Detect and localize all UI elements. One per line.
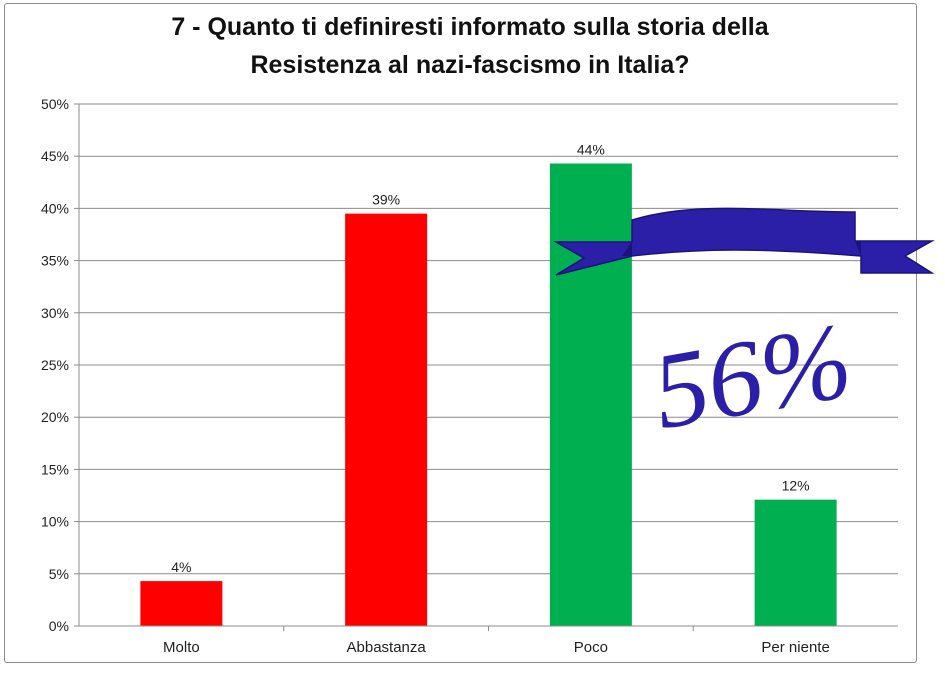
y-tick-label: 15%	[41, 461, 69, 477]
y-tick-label: 5%	[49, 566, 69, 582]
y-tick-label: 10%	[41, 514, 69, 530]
y-tick-label: 50%	[41, 96, 69, 112]
data-label: 4%	[171, 559, 191, 575]
bar-molto	[140, 581, 223, 626]
bar-per-niente	[754, 499, 837, 626]
bar-abbastanza	[345, 213, 428, 626]
ribbon-fold-left	[622, 242, 632, 256]
y-tick-label: 30%	[41, 305, 69, 321]
y-tick-label: 25%	[41, 357, 69, 373]
chart-title: 7 - Quanto ti definiresti informato sull…	[40, 8, 900, 84]
x-axis: Molto Abbastanza Poco Per niente	[79, 625, 898, 656]
data-labels: 4% 39% 44% 12%	[171, 142, 809, 576]
data-label: 39%	[372, 192, 400, 208]
x-tick-label: Per niente	[761, 639, 829, 656]
bars	[140, 163, 837, 626]
bar-poco	[549, 163, 632, 626]
chart-title-line-1: 7 - Quanto ti definiresti informato sull…	[171, 13, 769, 41]
ribbon-fold-right	[855, 241, 861, 256]
chart-title-line-2: Resistenza al nazi-fascismo in Italia?	[250, 51, 690, 79]
annotation-56-percent: 56%	[645, 301, 861, 453]
y-tick-label: 40%	[41, 200, 69, 216]
data-label: 44%	[577, 142, 605, 158]
y-tick-label: 45%	[41, 148, 69, 164]
x-tick-label: Abbastanza	[347, 639, 427, 656]
ribbon-banner	[553, 207, 935, 276]
y-axis: 0% 5% 10% 15% 20% 25% 30% 35% 40% 45% 50%	[41, 96, 80, 634]
x-tick-label: Molto	[163, 639, 200, 656]
x-tick-label: Poco	[574, 639, 608, 656]
y-tick-label: 20%	[41, 409, 69, 425]
y-tick-label: 0%	[49, 618, 69, 634]
data-label: 12%	[782, 478, 810, 494]
y-tick-label: 35%	[41, 253, 69, 269]
